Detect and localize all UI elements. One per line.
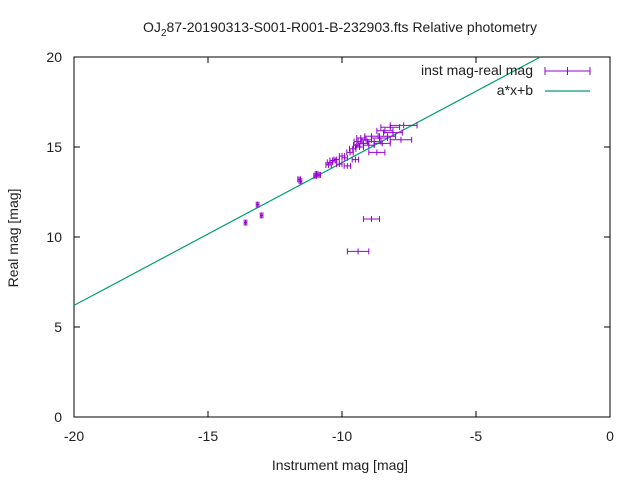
data-point (346, 248, 370, 255)
legend-label-a-x-plus-b: a*x+b (497, 82, 533, 98)
x-tick-label: 0 (606, 428, 614, 444)
data-point (336, 161, 343, 168)
data-point (298, 178, 303, 185)
legend-sample-inst-mag-real-mag (544, 67, 591, 75)
y-tick-label: 20 (46, 49, 62, 65)
chart-title: OJ287-20190313-S001-R001-B-232903.fts Re… (143, 19, 537, 39)
data-point (362, 216, 381, 222)
legend: inst mag-real mag a*x+b (421, 62, 591, 98)
data-point (389, 136, 413, 143)
data-point (383, 129, 403, 136)
chart-title-part-before: OJ (143, 19, 161, 35)
y-tick-label: 5 (54, 319, 62, 335)
data-point (379, 133, 397, 140)
data-point (255, 201, 260, 208)
x-tick-label: -20 (64, 428, 84, 444)
x-axis-ticks: -20 -15 -10 -5 0 (64, 57, 614, 444)
data-point (243, 219, 248, 226)
x-tick-label: -10 (332, 428, 352, 444)
data-point (259, 212, 264, 219)
y-axis-label: Real mag [mag] (5, 189, 21, 288)
plot-area: -20 -15 -10 -5 0 0 5 10 15 20 (46, 49, 614, 444)
data-point (389, 122, 418, 129)
data-point (368, 149, 386, 156)
series-layer (73, 56, 541, 306)
data-point (329, 157, 336, 164)
chart-title-subscript: 2 (161, 28, 167, 39)
data-point (317, 171, 322, 178)
y-tick-label: 0 (54, 409, 62, 425)
x-tick-label: -5 (470, 428, 483, 444)
data-point (341, 154, 348, 161)
y-axis-ticks: 0 5 10 15 20 (46, 49, 610, 425)
chart-title-part-after: 87-20190313-S001-R001-B-232903.fts Relat… (167, 19, 537, 35)
y-tick-label: 15 (46, 139, 62, 155)
x-axis-label: Instrument mag [mag] (272, 457, 408, 473)
data-point (346, 149, 354, 156)
x-tick-label: -15 (198, 428, 218, 444)
fit-line-a-x-plus-b (73, 56, 541, 306)
legend-label-inst-mag-real-mag: inst mag-real mag (421, 62, 533, 78)
data-point (351, 156, 360, 163)
y-tick-label: 10 (46, 229, 62, 245)
data-point (343, 162, 352, 169)
